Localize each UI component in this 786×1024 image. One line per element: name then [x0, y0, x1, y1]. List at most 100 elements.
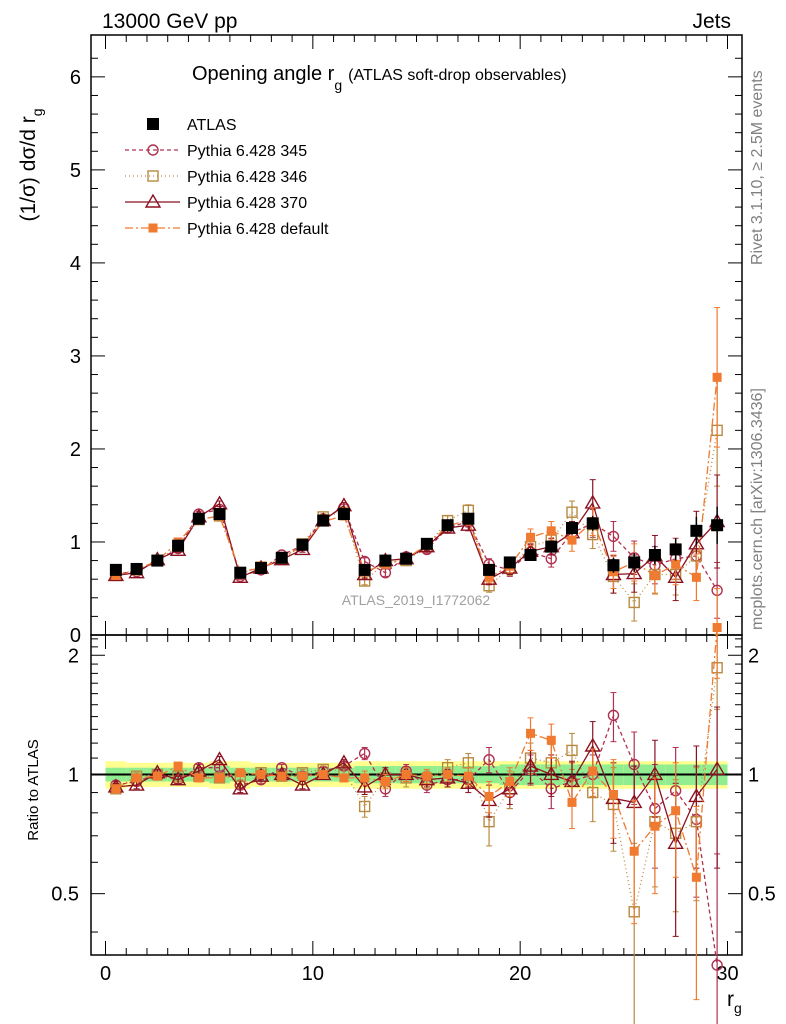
series-pythia-6-428-default: [111, 587, 722, 1001]
series-pythia-6-428-346: [110, 374, 723, 622]
data-point: [192, 512, 205, 525]
data-point: [172, 539, 185, 552]
data-point: [232, 780, 249, 795]
series-pythia-6-428-370: [107, 474, 726, 602]
legend-label: ATLAS: [187, 117, 237, 134]
data-point: [234, 566, 247, 579]
data-point: [566, 744, 578, 757]
data-point: [503, 556, 516, 569]
data-point: [712, 372, 722, 382]
data-point: [671, 559, 681, 569]
y-tick-label: 3: [70, 346, 81, 368]
data-point: [420, 537, 433, 550]
data-point: [297, 771, 307, 781]
data-point: [151, 554, 164, 567]
ratio-tick-label-right: 1: [748, 764, 759, 786]
legend-marker: [147, 170, 159, 182]
legend-marker: [144, 193, 162, 208]
data-point: [669, 543, 682, 556]
mcplots-label: mcplots.cern.ch [arXiv:1306.3436]: [749, 388, 766, 630]
x-tick-label: 20: [509, 963, 531, 985]
x-axis-label: rg: [727, 988, 742, 1016]
legend: ATLAS Pythia 6.428 345 Pythia 6.428 346 Pyt…: [125, 117, 329, 238]
series-line: [115, 713, 718, 966]
series-line: [115, 430, 718, 604]
y-tick-label: 5: [70, 160, 81, 182]
data-point: [169, 771, 187, 786]
data-point: [211, 751, 228, 766]
data-point: [586, 517, 599, 530]
analysis-watermark: ATLAS_2019_I1772062: [342, 592, 491, 608]
data-point: [130, 562, 143, 575]
x-tick-label: 30: [716, 963, 738, 985]
legend-item: ATLAS: [147, 117, 237, 134]
data-point: [213, 508, 226, 521]
ratio-tick-label: 0.5: [51, 884, 79, 906]
data-point: [708, 760, 726, 776]
svg-text:(1/σ) dσ/d rg: (1/σ) dσ/d rg: [17, 108, 45, 221]
data-point: [109, 563, 122, 576]
data-point: [526, 728, 536, 738]
data-point: [296, 538, 309, 551]
data-point: [650, 821, 660, 831]
data-point: [484, 791, 494, 801]
data-point: [443, 769, 453, 779]
data-point: [128, 776, 145, 791]
data-point: [484, 572, 494, 582]
data-point: [401, 769, 411, 779]
data-point: [132, 773, 142, 783]
y-tick-label: 4: [70, 253, 81, 275]
data-point: [543, 766, 560, 781]
series-line: [115, 744, 718, 846]
data-point: [294, 776, 311, 791]
data-point: [607, 709, 620, 722]
y-tick-label: 0: [70, 625, 81, 647]
y-tick-label: 1: [70, 532, 81, 554]
data-point: [256, 769, 266, 779]
ratio-tick-label-right: 0.5: [748, 884, 776, 906]
data-point: [608, 789, 618, 799]
x-tick-label: 10: [302, 963, 324, 985]
series-pythia-6-428-370: [107, 706, 726, 937]
ratio-frame: [90, 634, 743, 956]
data-point: [588, 766, 598, 776]
data-point: [358, 747, 371, 760]
ratio-marks: [107, 587, 726, 1024]
data-point: [688, 788, 705, 803]
data-point: [215, 773, 225, 783]
data-point: [111, 784, 121, 794]
data-point: [629, 846, 639, 856]
data-point: [526, 532, 536, 542]
data-point: [711, 959, 723, 971]
legend-marker: [147, 144, 159, 156]
data-point: [545, 540, 558, 553]
data-point: [339, 773, 349, 783]
ratio-tick-label-right: 2: [748, 645, 759, 667]
legend-item: Pythia 6.428 default: [125, 221, 329, 238]
series-line: [115, 501, 718, 581]
data-point: [360, 773, 370, 783]
data-point: [567, 535, 577, 545]
data-point: [690, 524, 703, 537]
data-point: [441, 519, 454, 532]
data-point: [400, 552, 413, 565]
data-point: [462, 512, 475, 525]
data-point: [546, 735, 556, 745]
ratio-ticks: 0.5 0.51 12 20 10 20 30: [51, 635, 776, 985]
x-tick-label: 0: [100, 963, 111, 985]
data-point: [688, 535, 705, 550]
series-line: [115, 667, 718, 912]
data-point: [152, 771, 162, 781]
legend-label: Pythia 6.428 default: [187, 221, 329, 238]
y-tick-label: 6: [70, 67, 81, 89]
data-point: [463, 771, 473, 781]
ratio-y-axis-label: Ratio to ATLAS: [25, 739, 42, 840]
data-point: [422, 771, 432, 781]
series-line: [115, 627, 718, 878]
data-point: [671, 806, 681, 816]
data-point: [567, 797, 577, 807]
y-axis-label: (1/σ) dσ/d rg: [17, 108, 45, 221]
data-point: [711, 519, 724, 532]
legend-label: Pythia 6.428 345: [187, 143, 307, 160]
data-point: [607, 530, 620, 543]
